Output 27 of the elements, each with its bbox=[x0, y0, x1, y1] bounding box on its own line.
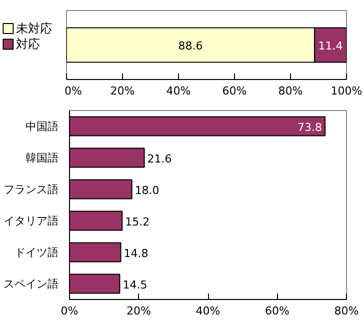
x-tick-label: 20% bbox=[126, 304, 151, 318]
data-label: 11.4 bbox=[318, 40, 343, 52]
x-tick-label: 0% bbox=[64, 84, 82, 98]
x-tick-label: 20% bbox=[110, 84, 135, 98]
text: 14.8 bbox=[124, 246, 148, 260]
y-tick-label: 韓国語 bbox=[26, 151, 58, 164]
text: 21.6 bbox=[147, 152, 172, 166]
y-tick-label: フランス語 bbox=[4, 182, 58, 196]
legend-label: 未対応 bbox=[16, 22, 52, 36]
x-tick-label: 40% bbox=[166, 84, 191, 98]
x-tick-label: 80% bbox=[334, 304, 359, 318]
x-tick-label: 80% bbox=[278, 84, 303, 98]
text: 18.0 bbox=[134, 184, 160, 197]
text: 73.8 bbox=[298, 120, 322, 134]
data-label: 88.6 bbox=[178, 40, 203, 52]
y-tick-label: イタリア語 bbox=[4, 214, 58, 228]
x-tick-label: 100% bbox=[330, 84, 362, 98]
legend-label: 対応 bbox=[16, 37, 40, 52]
y-tick-label: 中国語 bbox=[26, 120, 58, 133]
y-tick-label: スペイン語 bbox=[4, 277, 58, 290]
text: 14.5 bbox=[122, 278, 148, 292]
y-tick-label: ドイツ語 bbox=[14, 246, 58, 259]
x-tick-label: 60% bbox=[222, 84, 247, 98]
x-tick-label: 60% bbox=[265, 304, 290, 318]
x-tick-label: 40% bbox=[196, 304, 220, 318]
x-tick-label: 0% bbox=[60, 304, 78, 318]
text: 15.2 bbox=[125, 215, 150, 228]
